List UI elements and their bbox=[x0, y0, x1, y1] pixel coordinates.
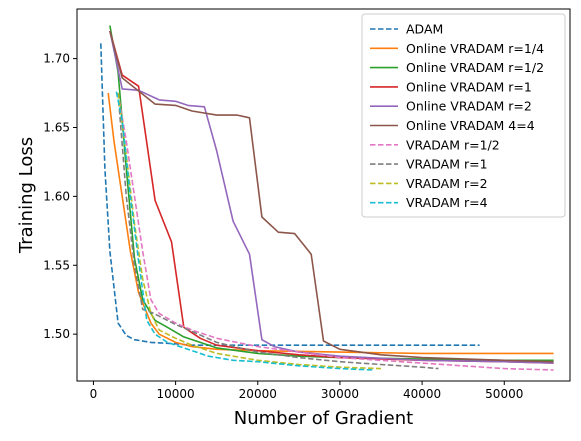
legend-label: Online VRADAM r=1/2 bbox=[406, 60, 544, 75]
series-layer bbox=[100, 25, 554, 371]
x-axis-label: Number of Gradient bbox=[234, 408, 413, 429]
x-tick-label: 10000 bbox=[157, 387, 195, 401]
legend-label: Online VRADAM r=1/4 bbox=[406, 41, 544, 56]
legend-label: VRADAM r=1/2 bbox=[406, 137, 500, 152]
y-tick-label: 1.55 bbox=[43, 258, 70, 272]
series-line-10 bbox=[115, 91, 373, 371]
legend: ADAM Online VRADAM r=1/4 Online VRADAM r=1… bbox=[361, 13, 566, 218]
y-tick-label: 1.70 bbox=[43, 52, 70, 66]
x-tick-label: 40000 bbox=[403, 387, 441, 401]
legend-label: VRADAM r=4 bbox=[406, 195, 488, 210]
series-line-9 bbox=[117, 92, 382, 370]
y-axis-label: Training Loss bbox=[16, 137, 37, 254]
legend-label: Online VRADAM r=1 bbox=[406, 79, 532, 94]
y-tick-label: 1.65 bbox=[43, 120, 70, 134]
y-tick-label: 1.60 bbox=[43, 189, 70, 203]
plot-frame bbox=[76, 8, 571, 382]
series-line-7 bbox=[117, 92, 554, 371]
x-tick-label: 20000 bbox=[239, 387, 277, 401]
x-tick-label: 0 bbox=[90, 387, 98, 401]
series-line-2 bbox=[107, 92, 554, 355]
axis-ticks: 0 10000 20000 30000 40000 50000 1.50 1.55 1.60 1.… bbox=[43, 52, 523, 401]
y-tick-label: 1.50 bbox=[43, 327, 70, 341]
legend-box bbox=[361, 13, 566, 218]
legend-label: VRADAM r=2 bbox=[406, 176, 488, 191]
x-tick-label: 50000 bbox=[485, 387, 523, 401]
legend-label: ADAM bbox=[406, 22, 443, 37]
x-tick-label: 30000 bbox=[321, 387, 359, 401]
series-line-8 bbox=[117, 92, 439, 370]
series-line-6 bbox=[109, 30, 554, 363]
legend-label: VRADAM r=1 bbox=[406, 157, 488, 172]
legend-label: Online VRADAM r=2 bbox=[406, 99, 532, 114]
legend-label: Online VRADAM 4=4 bbox=[406, 118, 535, 133]
series-line-1 bbox=[100, 43, 480, 347]
series-line-5 bbox=[109, 30, 554, 364]
